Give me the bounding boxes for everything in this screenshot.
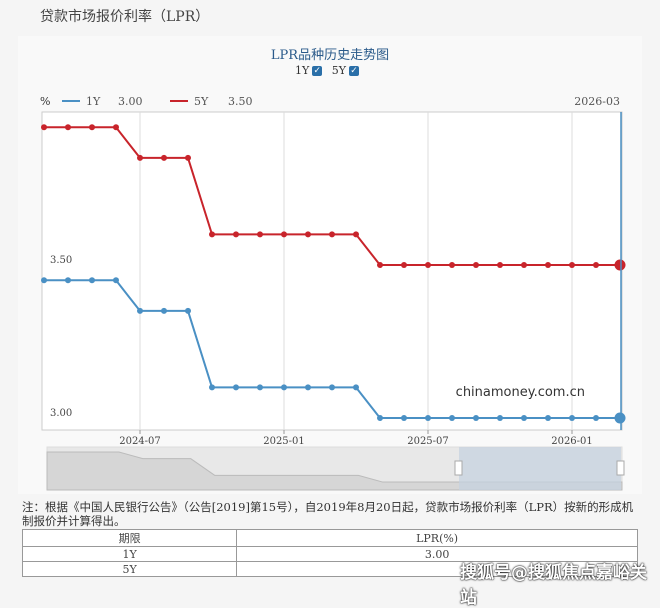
point-1Y-2024-07[interactable] — [137, 307, 143, 314]
y-tick-3.00: 3.00 — [50, 408, 72, 419]
legend-5y-value: 3.50 — [228, 95, 253, 108]
point-5Y-2025-03[interactable] — [329, 231, 335, 238]
point-5Y-2024-03[interactable] — [41, 124, 47, 131]
legend-1y-name: 1Y — [86, 95, 101, 108]
point-1Y-2025-01[interactable] — [281, 384, 287, 391]
y-tick-3.50: 3.50 — [50, 255, 72, 266]
point-1Y-2025-06[interactable] — [401, 415, 407, 421]
point-1Y-2024-06[interactable] — [113, 277, 119, 284]
point-5Y-2025-06[interactable] — [401, 262, 407, 268]
point-1Y-2025-11[interactable] — [521, 415, 527, 421]
x-tick-label: 2025-01 — [263, 436, 305, 447]
point-5Y-2025-12[interactable] — [545, 262, 551, 268]
point-5Y-2025-08[interactable] — [449, 262, 455, 268]
point-1Y-2024-09[interactable] — [185, 307, 191, 314]
point-1Y-2024-10[interactable] — [209, 384, 215, 391]
x-tick-label: 2024-07 — [119, 436, 161, 447]
header-lpr: LPR(%) — [236, 529, 638, 547]
point-5Y-2024-10[interactable] — [209, 231, 215, 238]
point-5Y-2025-05[interactable] — [377, 262, 383, 268]
toggle-5y-checkbox[interactable]: ✓ — [349, 66, 360, 76]
point-5Y-2025-07[interactable] — [425, 262, 431, 268]
slider-selection[interactable] — [459, 447, 621, 490]
point-5Y-2024-05[interactable] — [89, 124, 95, 131]
point-1Y-2024-08[interactable] — [161, 307, 167, 314]
point-1Y-2024-11[interactable] — [233, 384, 239, 391]
point-1Y-2025-07[interactable] — [425, 415, 431, 421]
point-5Y-2024-06[interactable] — [113, 124, 119, 131]
lpr-table: 期限 LPR(%) 1Y 3.00 5Y — [21, 529, 638, 577]
point-1Y-2025-04[interactable] — [353, 384, 359, 391]
point-5Y-2026-01[interactable] — [569, 262, 575, 268]
point-5Y-2025-09[interactable] — [473, 262, 479, 268]
point-1Y-2026-01[interactable] — [569, 415, 575, 421]
point-5Y-2025-10[interactable] — [497, 262, 503, 268]
point-1Y-2026-02[interactable] — [593, 415, 599, 421]
chart-title: LPR品种历史走势图 — [270, 48, 390, 63]
series-toggles: 1Y ✓ 5Y ✓ — [0, 64, 660, 77]
point-5Y-2024-04[interactable] — [65, 124, 71, 131]
point-1Y-2025-12[interactable] — [545, 415, 551, 421]
toggle-5y-label: 5Y — [331, 64, 347, 77]
legend-1y-value: 3.00 — [118, 95, 143, 108]
point-1Y-2024-03[interactable] — [41, 277, 47, 284]
point-1Y-2026-03[interactable] — [614, 412, 626, 424]
lpr-chart: % 1Y 3.00 5Y 3.50 2026-03 3.50 3.00 chin… — [40, 95, 626, 491]
legend-5y-name: 5Y — [194, 95, 209, 108]
point-5Y-2025-04[interactable] — [353, 231, 359, 238]
point-5Y-2024-11[interactable] — [233, 231, 239, 238]
cursor-label: 2026-03 — [574, 95, 620, 108]
point-1Y-2025-05[interactable] — [377, 415, 383, 421]
y-unit: % — [40, 95, 50, 108]
point-5Y-2026-02[interactable] — [593, 262, 599, 268]
overlay-watermark: 搜狐号@搜狐焦点嘉峪关站 — [460, 563, 647, 608]
point-5Y-2025-01[interactable] — [281, 231, 287, 238]
point-5Y-2024-12[interactable] — [257, 231, 263, 238]
note-text: 注：根据《中国人民银行公告》（公告[2019]第15号），自2019年8月20日… — [22, 500, 634, 528]
table-row: 5Y — [21, 561, 638, 577]
term-cell: 5Y — [21, 561, 238, 577]
toggle-1y-checkbox[interactable]: ✓ — [312, 66, 323, 76]
term-cell: 1Y — [21, 546, 238, 562]
source-watermark: chinamoney.com.cn — [456, 385, 585, 400]
point-5Y-2024-08[interactable] — [161, 154, 167, 161]
point-1Y-2024-12[interactable] — [257, 384, 263, 391]
header-term: 期限 — [21, 529, 238, 547]
slider-handle-left[interactable] — [454, 460, 463, 476]
point-1Y-2025-03[interactable] — [329, 384, 335, 391]
point-1Y-2024-05[interactable] — [89, 277, 95, 284]
point-1Y-2025-10[interactable] — [497, 415, 503, 421]
point-1Y-2025-08[interactable] — [449, 415, 455, 421]
point-5Y-2024-09[interactable] — [185, 154, 191, 161]
toggle-1y-label: 1Y — [294, 64, 310, 77]
point-1Y-2025-02[interactable] — [305, 384, 311, 391]
plot-area — [41, 111, 623, 431]
slider-handle-right[interactable] — [616, 460, 625, 476]
page-title: 贷款市场报价利率（LPR） — [40, 9, 210, 25]
point-5Y-2025-11[interactable] — [521, 262, 527, 268]
point-5Y-2026-03[interactable] — [614, 259, 626, 271]
point-1Y-2025-09[interactable] — [473, 415, 479, 421]
point-5Y-2025-02[interactable] — [305, 231, 311, 238]
point-1Y-2024-04[interactable] — [65, 277, 71, 284]
rate-cell — [236, 561, 638, 577]
x-tick-label: 2025-07 — [407, 436, 449, 447]
x-tick-label: 2026-01 — [551, 436, 593, 447]
point-5Y-2024-07[interactable] — [137, 154, 143, 161]
table-header: 期限 LPR(%) — [21, 529, 638, 547]
